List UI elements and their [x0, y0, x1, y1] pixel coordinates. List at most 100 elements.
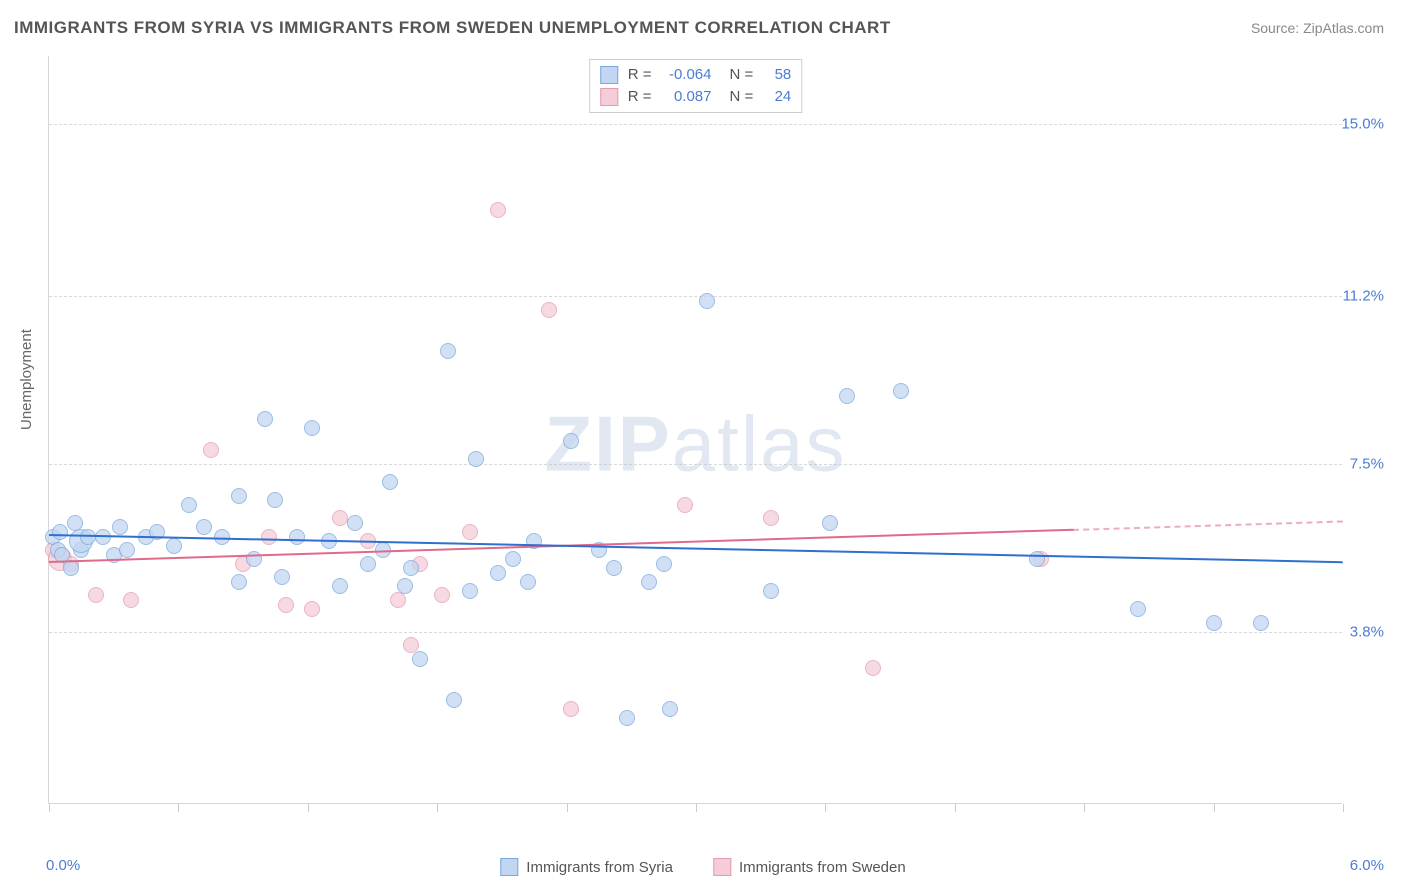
point-syria [231, 574, 247, 590]
n-label: N = [730, 86, 754, 108]
y-tick-label: 11.2% [1343, 288, 1384, 305]
legend-label-sweden: Immigrants from Sweden [739, 859, 906, 876]
x-tick [178, 804, 179, 812]
point-syria [1130, 601, 1146, 617]
point-syria [619, 710, 635, 726]
legend-correlation-box: R = -0.064 N = 58 R = 0.087 N = 24 [589, 59, 803, 113]
point-syria [304, 420, 320, 436]
point-syria [763, 583, 779, 599]
point-syria [112, 519, 128, 535]
legend-item-sweden: Immigrants from Sweden [713, 858, 906, 876]
gridline [49, 124, 1342, 125]
point-syria [490, 565, 506, 581]
point-syria [360, 556, 376, 572]
x-tick [308, 804, 309, 812]
point-sweden [462, 524, 478, 540]
point-sweden [304, 601, 320, 617]
point-syria [656, 556, 672, 572]
point-syria [347, 515, 363, 531]
legend-label-syria: Immigrants from Syria [526, 859, 673, 876]
point-syria [822, 515, 838, 531]
gridline [49, 632, 1342, 633]
point-syria [1206, 615, 1222, 631]
legend-series: Immigrants from Syria Immigrants from Sw… [500, 858, 905, 876]
legend-row-syria: R = -0.064 N = 58 [600, 64, 792, 86]
y-tick-label: 7.5% [1350, 456, 1384, 473]
point-syria [662, 701, 678, 717]
point-sweden [763, 510, 779, 526]
source-label: Source: ZipAtlas.com [1251, 20, 1384, 36]
point-sweden [332, 510, 348, 526]
n-value-sweden: 24 [763, 86, 791, 108]
gridline [49, 464, 1342, 465]
trend-line-sweden [1073, 521, 1343, 531]
y-tick-label: 15.0% [1341, 116, 1384, 133]
point-syria [403, 560, 419, 576]
swatch-syria [600, 66, 618, 84]
point-syria [462, 583, 478, 599]
x-tick [825, 804, 826, 812]
n-label: N = [730, 64, 754, 86]
point-syria [641, 574, 657, 590]
r-value-syria: -0.064 [662, 64, 712, 86]
point-syria [52, 524, 68, 540]
point-syria [563, 433, 579, 449]
point-sweden [390, 592, 406, 608]
r-value-sweden: 0.087 [662, 86, 712, 108]
x-tick [49, 804, 50, 812]
point-syria [397, 578, 413, 594]
watermark: ZIPatlas [544, 399, 846, 490]
gridline [49, 296, 1342, 297]
point-syria [606, 560, 622, 576]
y-axis-label: Unemployment [18, 329, 35, 430]
x-tick [955, 804, 956, 812]
x-tick [1084, 804, 1085, 812]
swatch-syria [500, 858, 518, 876]
x-tick [437, 804, 438, 812]
legend-row-sweden: R = 0.087 N = 24 [600, 86, 792, 108]
x-tick-label-right: 6.0% [1350, 857, 1384, 874]
n-value-syria: 58 [763, 64, 791, 86]
point-sweden [88, 587, 104, 603]
point-syria [520, 574, 536, 590]
legend-item-syria: Immigrants from Syria [500, 858, 673, 876]
point-sweden [261, 529, 277, 545]
swatch-sweden [713, 858, 731, 876]
point-syria [893, 383, 909, 399]
point-syria [1253, 615, 1269, 631]
point-syria [119, 542, 135, 558]
x-tick [696, 804, 697, 812]
point-syria [332, 578, 348, 594]
point-syria [289, 529, 305, 545]
x-tick [1343, 804, 1344, 812]
r-label: R = [628, 64, 652, 86]
chart-plot-area: ZIPatlas R = -0.064 N = 58 R = 0.087 N =… [48, 56, 1342, 804]
point-syria [1029, 551, 1045, 567]
point-syria [382, 474, 398, 490]
point-syria [412, 651, 428, 667]
swatch-sweden [600, 88, 618, 106]
point-syria [166, 538, 182, 554]
point-syria [505, 551, 521, 567]
point-sweden [434, 587, 450, 603]
point-syria [63, 560, 79, 576]
point-sweden [123, 592, 139, 608]
y-tick-label: 3.8% [1350, 623, 1384, 640]
x-tick [567, 804, 568, 812]
point-sweden [203, 442, 219, 458]
point-syria [839, 388, 855, 404]
point-syria [181, 497, 197, 513]
point-syria [274, 569, 290, 585]
point-sweden [865, 660, 881, 676]
point-syria [468, 451, 484, 467]
point-sweden [563, 701, 579, 717]
point-syria [257, 411, 273, 427]
point-syria [196, 519, 212, 535]
point-syria [699, 293, 715, 309]
point-syria [231, 488, 247, 504]
point-sweden [677, 497, 693, 513]
point-syria [267, 492, 283, 508]
point-sweden [541, 302, 557, 318]
point-sweden [278, 597, 294, 613]
r-label: R = [628, 86, 652, 108]
